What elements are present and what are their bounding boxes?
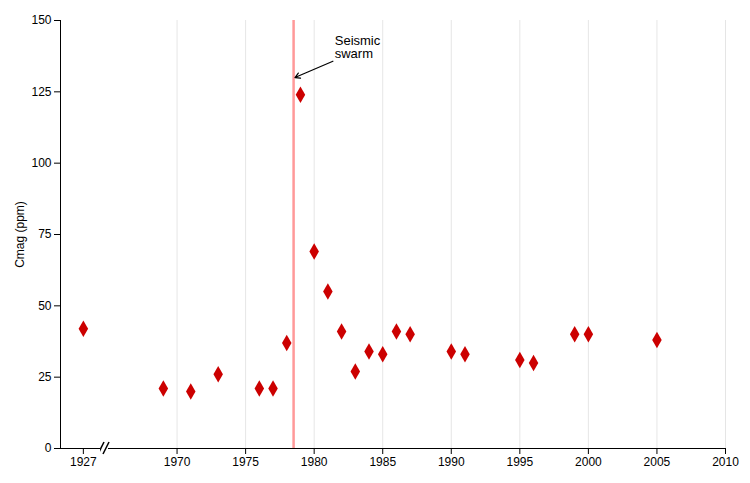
svg-text:100: 100 [31, 156, 51, 170]
svg-text:2010: 2010 [712, 455, 739, 469]
svg-text:2000: 2000 [575, 455, 602, 469]
svg-text:Cmag (ppm): Cmag (ppm) [13, 201, 27, 268]
svg-text:1970: 1970 [164, 455, 191, 469]
svg-text:1927: 1927 [70, 455, 97, 469]
svg-text:150: 150 [31, 13, 51, 27]
svg-text:1980: 1980 [301, 455, 328, 469]
svg-text:75: 75 [38, 227, 52, 241]
svg-text:0: 0 [45, 441, 52, 455]
svg-text:1990: 1990 [438, 455, 465, 469]
svg-text:125: 125 [31, 85, 51, 99]
svg-text:1995: 1995 [506, 455, 533, 469]
svg-text:Seismicswarm: Seismicswarm [335, 33, 381, 61]
svg-text:25: 25 [38, 370, 52, 384]
svg-text:1985: 1985 [369, 455, 396, 469]
svg-text:2005: 2005 [644, 455, 671, 469]
svg-text:50: 50 [38, 299, 52, 313]
svg-text:1975: 1975 [232, 455, 259, 469]
